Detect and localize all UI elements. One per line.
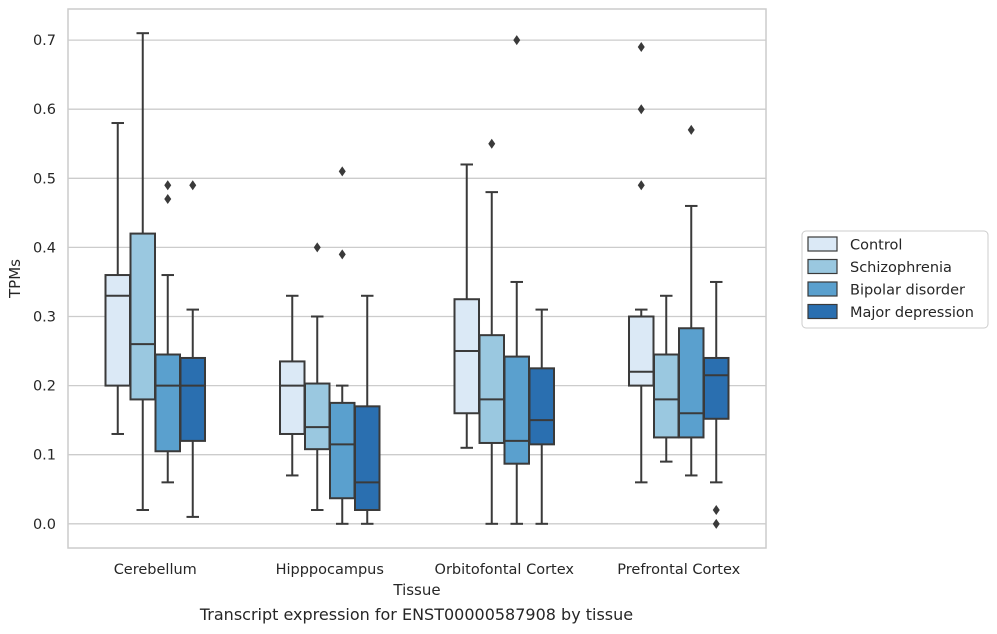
legend-swatch bbox=[807, 303, 838, 320]
box-iqr bbox=[353, 405, 381, 511]
x-tick-label: Hipppocampus bbox=[276, 562, 384, 578]
box-0-1 bbox=[129, 32, 157, 511]
box-iqr bbox=[678, 327, 705, 439]
x-tick-label: Orbitofontal Cortex bbox=[435, 562, 575, 578]
box-2-3 bbox=[528, 308, 555, 525]
box-2-0 bbox=[453, 163, 481, 449]
box-3-1 bbox=[653, 294, 680, 463]
outlier-point bbox=[712, 504, 720, 515]
outlier-point bbox=[687, 124, 695, 135]
outlier-point bbox=[338, 249, 346, 260]
y-tick-label: 0.1 bbox=[33, 448, 56, 464]
legend-label: Schizophrenia bbox=[850, 260, 952, 276]
box-groups bbox=[104, 32, 730, 529]
x-tick-label: Prefrontal Cortex bbox=[617, 562, 740, 578]
box-1-3 bbox=[353, 294, 381, 525]
plot-area bbox=[68, 9, 766, 548]
box-iqr bbox=[453, 298, 481, 415]
box-1-2 bbox=[328, 166, 356, 525]
box-0-0 bbox=[104, 122, 132, 435]
y-tick-label: 0.4 bbox=[33, 240, 56, 256]
box-iqr bbox=[478, 334, 506, 444]
outlier-point bbox=[712, 518, 720, 529]
y-tick-label: 0.5 bbox=[33, 171, 56, 187]
chart-caption: Transcript expression for ENST0000058790… bbox=[199, 605, 634, 624]
box-3-2 bbox=[678, 124, 705, 477]
outlier-point bbox=[637, 42, 645, 53]
box-iqr bbox=[104, 274, 132, 387]
box-iqr bbox=[528, 367, 555, 446]
outlier-point bbox=[313, 242, 321, 253]
legend-label: Major depression bbox=[850, 305, 974, 321]
outlier-point bbox=[513, 35, 521, 46]
box-0-2 bbox=[154, 180, 181, 484]
outlier-point bbox=[338, 166, 346, 177]
legend-frame bbox=[801, 230, 989, 329]
box-iqr bbox=[179, 356, 206, 442]
outlier-point bbox=[189, 180, 197, 191]
y-tick-label: 0.6 bbox=[33, 102, 56, 118]
y-tick-label: 0.0 bbox=[33, 517, 56, 533]
outlier-point bbox=[637, 180, 645, 191]
x-axis-label: Tissue bbox=[392, 581, 440, 599]
box-0-3 bbox=[179, 180, 206, 518]
box-iqr bbox=[129, 232, 157, 401]
box-1-0 bbox=[279, 294, 306, 477]
box-3-0 bbox=[628, 42, 655, 484]
y-tick-label: 0.7 bbox=[33, 33, 56, 49]
y-tick-label: 0.2 bbox=[33, 379, 56, 395]
box-3-3 bbox=[702, 280, 730, 529]
box-iqr bbox=[304, 382, 331, 451]
y-tick-label: 0.3 bbox=[33, 310, 56, 326]
box-iqr bbox=[702, 356, 730, 420]
x-tick-label: Cerebellum bbox=[114, 562, 197, 578]
legend-label: Bipolar disorder bbox=[850, 283, 965, 299]
outlier-point bbox=[637, 104, 645, 115]
box-iqr bbox=[503, 355, 530, 465]
box-2-1 bbox=[478, 138, 506, 525]
box-iqr bbox=[279, 360, 306, 435]
box-1-1 bbox=[304, 242, 331, 511]
legend-swatch bbox=[807, 236, 838, 252]
legend-swatch bbox=[807, 258, 838, 275]
outlier-point bbox=[164, 180, 172, 191]
box-iqr bbox=[653, 353, 680, 439]
plot-frame bbox=[67, 8, 767, 549]
y-axis-label: TPMs bbox=[6, 259, 24, 299]
legend-label: Control bbox=[850, 238, 902, 254]
outlier-point bbox=[488, 138, 496, 149]
outlier-point bbox=[164, 194, 172, 205]
box-iqr bbox=[628, 315, 655, 387]
y-axis-ticks: 0.0 0.1 0.2 0.3 0.4 0.5 0.6 0.7 bbox=[33, 33, 56, 533]
box-iqr bbox=[154, 353, 181, 453]
x-axis-ticks: Cerebellum Hipppocampus Orbitofontal Corte… bbox=[114, 562, 741, 578]
box-iqr bbox=[328, 401, 356, 500]
legend: Control Schizophrenia Bipolar disorder Majo… bbox=[801, 230, 989, 329]
legend-swatch bbox=[807, 281, 838, 297]
